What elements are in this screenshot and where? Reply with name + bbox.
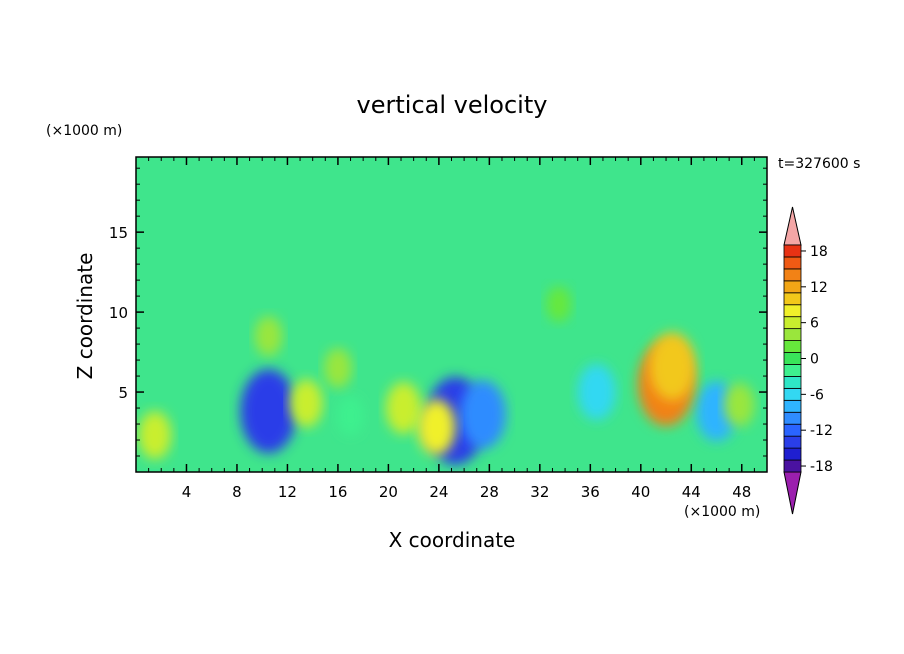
field-feature [417,399,456,456]
colorbar-level [783,423,802,437]
colorbar-min-arrow [783,471,802,515]
y-axis-label: Z coordinate [73,253,97,380]
x-tick-label: 28 [480,483,499,501]
field-feature [460,380,507,449]
field-feature [649,332,696,401]
field-feature [336,396,365,437]
colorbar-level [783,244,802,258]
field-feature [254,316,283,357]
colorbar-tick-label: 18 [810,244,828,260]
field-feature [289,379,323,428]
colorbar-tick-label: -6 [810,387,824,403]
colorbar-level [783,256,802,270]
colorbar-level [783,399,802,413]
y-tick-label: 5 [118,384,128,402]
field-feature [324,348,352,389]
field-feature [240,369,297,454]
field-feature [385,382,422,435]
y-axis: 5 10 15 [109,167,767,457]
colorbar-level [783,268,802,282]
colorbar-level [783,304,802,318]
colorbar-level [783,376,802,389]
x-unit-label: (×1000 m) [684,504,760,520]
colorbar-level [783,328,802,341]
colorbar: 18 12 6 0 -6 -12 -18 [783,206,833,515]
colorbar-level [783,280,802,294]
chart-title: vertical velocity [357,91,548,119]
x-axis-label: X coordinate [389,528,516,552]
colorbar-tick-label: 0 [810,352,819,368]
colorbar-level [783,447,802,461]
colorbar-level [783,316,802,330]
colorbar-tick-label: -12 [810,423,833,439]
x-tick-label: 24 [429,483,448,501]
colorbar-level [783,411,802,425]
plot-area [136,157,767,472]
field-feature [546,286,572,323]
field-feature [138,411,172,460]
colorbar-level [783,340,802,353]
colorbar-level [783,364,802,377]
colorbar-level [783,292,802,306]
field-feature [724,382,755,427]
x-axis: 4 8 12 16 20 24 28 32 36 40 44 48 [148,157,755,501]
colorbar-level [783,435,802,449]
x-tick-label: 48 [732,483,751,501]
x-tick-label: 4 [182,483,192,501]
x-tick-label: 36 [581,483,600,501]
colorbar-tick-label: -18 [810,459,833,475]
x-tick-label: 44 [682,483,701,501]
x-tick-label: 8 [232,483,242,501]
x-tick-label: 40 [631,483,650,501]
y-tick-label: 10 [109,304,128,322]
colorbar-tick-label: 6 [810,316,819,332]
colorbar-tick-label: 12 [810,280,828,296]
colorbar-level [783,459,802,473]
field-features [138,286,755,465]
colorbar-level [783,352,802,365]
x-tick-label: 16 [328,483,347,501]
colorbar-max-arrow [783,206,802,246]
y-tick-label: 15 [109,224,128,242]
y-unit-label: (×1000 m) [46,123,122,139]
x-tick-label: 12 [278,483,297,501]
field-feature [577,364,616,421]
x-tick-label: 20 [379,483,398,501]
colorbar-level [783,387,802,401]
time-label: t=327600 s [778,156,860,172]
x-tick-label: 32 [530,483,549,501]
